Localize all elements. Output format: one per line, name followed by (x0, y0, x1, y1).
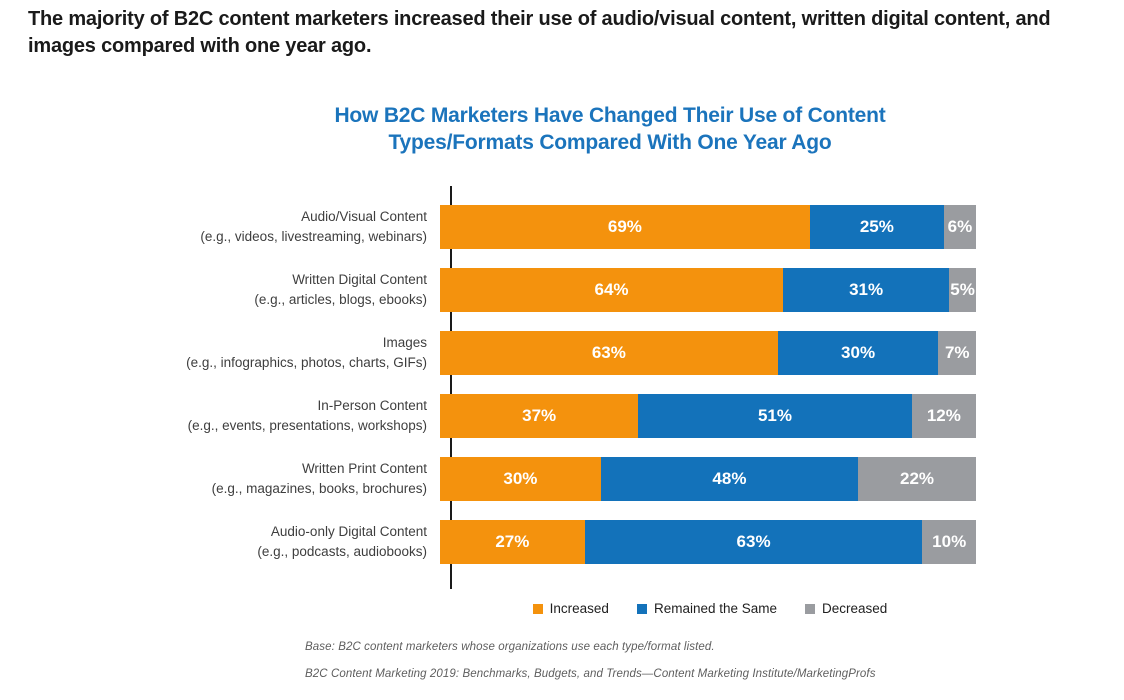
chart-title: How B2C Marketers Have Changed Their Use… (334, 104, 886, 155)
legend-label: Increased (549, 601, 609, 616)
bar-segment-decreased: 10% (922, 520, 976, 564)
legend-swatch-increased (532, 603, 543, 614)
chart-row: In-Person Content (e.g., events, presenta… (0, 394, 990, 438)
bar-value-label: 6% (947, 217, 973, 236)
chart-row: Written Digital Content (e.g., articles, … (0, 268, 990, 312)
page-headline: The majority of B2C content marketers in… (28, 8, 1051, 57)
bar-segment-increased: 69% (440, 205, 810, 249)
bar-segment-remained-the-same: 51% (638, 394, 912, 438)
bar-segment-remained-the-same: 63% (584, 520, 923, 564)
legend-label: Decreased (822, 601, 888, 616)
category-sublabel: (e.g., infographics, photos, charts, GIF… (186, 355, 427, 370)
category-label: In-Person Content (317, 397, 427, 413)
bar-segment-decreased: 6% (943, 205, 976, 249)
category-sublabel: (e.g., articles, blogs, ebooks) (254, 292, 427, 307)
category-label-group: Audio-only Digital Content (e.g., podcast… (0, 522, 440, 563)
category-sublabel: (e.g., magazines, books, brochures) (211, 481, 427, 496)
legend-item-decreased: Decreased (805, 601, 887, 616)
category-sublabel: (e.g., podcasts, audiobooks) (257, 544, 427, 559)
bar-segment-increased: 27% (440, 520, 585, 564)
bar-value-label: 5% (950, 280, 975, 299)
category-label-group: Audio/Visual Content (e.g., videos, lives… (0, 207, 440, 248)
bar-segment-decreased: 7% (938, 331, 976, 375)
legend-item-remained-the-same: Remained the Same (636, 601, 778, 616)
legend-swatch-decreased (805, 603, 816, 614)
bar-value-label: 30% (503, 469, 538, 488)
y-axis-line (450, 186, 452, 589)
category-label-group: In-Person Content (e.g., events, presenta… (0, 396, 440, 437)
bar-group: 63% 30% 7% (440, 331, 976, 375)
bar-value-label: 10% (932, 532, 967, 551)
chart-row: Audio-only Digital Content (e.g., podcast… (0, 520, 990, 564)
bar-group: 30% 48% 22% (440, 457, 976, 501)
bar-segment-decreased: 12% (911, 394, 976, 438)
bar-value-label: 12% (926, 406, 961, 425)
chart-row: Images (e.g., infographics, photos, chart… (0, 331, 990, 375)
bar-segment-increased: 30% (440, 457, 601, 501)
bar-value-label: 48% (712, 469, 747, 488)
bar-segment-remained-the-same: 25% (809, 205, 944, 249)
bar-segment-increased: 64% (440, 268, 784, 312)
bar-group: 27% 63% 10% (440, 520, 976, 564)
bar-segment-remained-the-same: 48% (600, 457, 859, 501)
chart-row: Written Print Content (e.g., magazines, b… (0, 457, 990, 501)
bar-value-label: 51% (757, 406, 792, 425)
category-label: Audio-only Digital Content (270, 523, 427, 539)
bar-value-label: 27% (495, 532, 530, 551)
category-label-group: Written Print Content (e.g., magazines, b… (0, 459, 440, 500)
bar-value-label: 25% (859, 217, 894, 236)
category-sublabel: (e.g., videos, livestreaming, webinars) (200, 229, 427, 244)
legend-label: Remained the Same (653, 601, 778, 616)
bar-value-label: 22% (900, 469, 935, 488)
bar-value-label: 30% (841, 343, 876, 362)
bar-group: 37% 51% 12% (440, 394, 976, 438)
category-sublabel: (e.g., events, presentations, workshops) (187, 418, 427, 433)
bar-value-label: 64% (594, 280, 629, 299)
chart-row: Audio/Visual Content (e.g., videos, lives… (0, 205, 990, 249)
legend-swatch-remained-the-same (636, 603, 647, 614)
category-label: Images (382, 334, 427, 350)
bar-segment-increased: 37% (440, 394, 639, 438)
bar-group: 64% 31% 5% (440, 268, 976, 312)
bar-segment-decreased: 22% (858, 457, 976, 501)
category-label-group: Written Digital Content (e.g., articles, … (0, 270, 440, 311)
footnote-base: Base: B2C content marketers whose organi… (305, 641, 715, 653)
bar-segment-increased: 63% (440, 331, 778, 375)
chart-legend: Increased Remained the Same Decreased (430, 601, 990, 616)
bar-segment-decreased: 5% (949, 268, 976, 312)
category-label: Written Print Content (301, 460, 427, 476)
bar-segment-remained-the-same: 31% (783, 268, 950, 312)
bar-group: 69% 25% 6% (440, 205, 976, 249)
bar-value-label: 63% (736, 532, 771, 551)
footnote-source: B2C Content Marketing 2019: Benchmarks, … (305, 668, 876, 680)
category-label: Written Digital Content (292, 271, 427, 287)
category-label: Audio/Visual Content (301, 208, 427, 224)
bar-value-label: 63% (591, 343, 626, 362)
legend-item-increased: Increased (532, 601, 609, 616)
category-label-group: Images (e.g., infographics, photos, chart… (0, 333, 440, 374)
bar-segment-remained-the-same: 30% (777, 331, 939, 375)
bar-value-label: 37% (522, 406, 557, 425)
bar-value-label: 69% (607, 217, 642, 236)
bar-value-label: 7% (944, 343, 970, 362)
chart-rows: Audio/Visual Content (e.g., videos, lives… (0, 205, 990, 583)
bar-value-label: 31% (849, 280, 884, 299)
